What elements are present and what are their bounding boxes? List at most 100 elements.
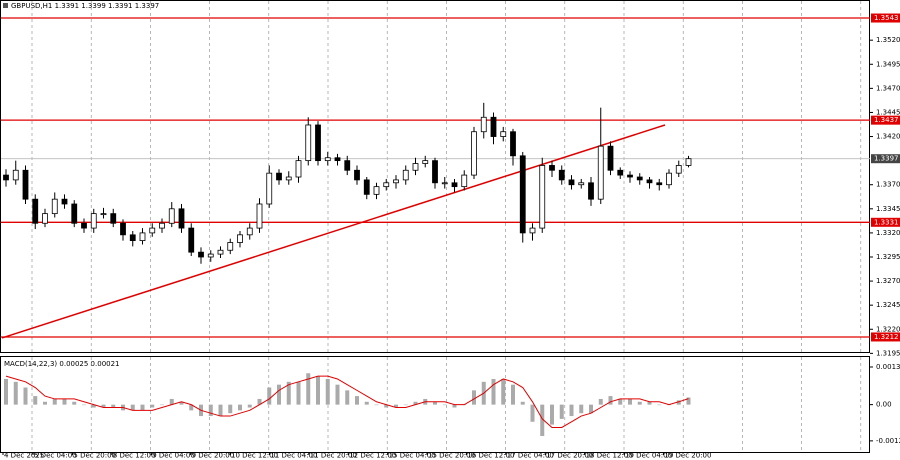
candle-body	[198, 251, 204, 258]
macd-bar	[355, 396, 359, 405]
candle-body	[402, 169, 409, 181]
x-tick-label: 11 Dec 04:00	[270, 452, 317, 460]
y-tick-label: 1.3220	[876, 325, 900, 333]
macd-bar	[91, 404, 96, 408]
x-tick-label: 8 Dec 12:00	[113, 452, 156, 460]
candle-body	[22, 169, 29, 200]
candle-body	[51, 198, 58, 215]
level-label: 1.3331	[874, 218, 899, 226]
level-box	[871, 332, 900, 342]
candle-body	[636, 176, 643, 181]
level-label: 1.3212	[874, 333, 899, 341]
macd-bar	[608, 396, 613, 405]
macd-bar	[267, 387, 272, 405]
candle-body	[305, 124, 312, 162]
candle-body	[139, 232, 146, 242]
current-price-box	[871, 154, 900, 164]
macd-bar	[286, 381, 291, 405]
candle-body	[646, 179, 653, 184]
macd-bar	[511, 384, 515, 405]
macd-bar	[52, 398, 57, 405]
macd-bar	[452, 404, 457, 408]
candle-body	[237, 234, 243, 243]
candle-body	[129, 234, 136, 242]
macd-bar	[247, 404, 252, 408]
y-tick-label: 1.3520	[876, 36, 900, 44]
candle-body	[159, 222, 165, 229]
y-tick-label: 1.3470	[876, 84, 900, 92]
candle-body	[149, 227, 156, 234]
candle-body	[12, 169, 19, 181]
macd-bar	[628, 398, 632, 405]
candle-body	[110, 213, 117, 224]
macd-bar	[316, 376, 320, 405]
macd-bar	[345, 390, 350, 405]
y-tick-label: 1.3245	[876, 301, 900, 309]
macd-bar	[111, 404, 116, 408]
candle-body	[32, 198, 39, 224]
macd-bar	[335, 384, 340, 405]
macd-bar	[130, 404, 135, 411]
candle-body	[266, 172, 273, 205]
candle-body	[354, 169, 360, 181]
candle-body	[71, 203, 78, 224]
macd-bar	[442, 404, 447, 406]
candle-body	[295, 160, 302, 178]
x-tick-label: 11 Dec 20:00	[310, 452, 357, 460]
macd-label: MACD(14,22,3) 0.00025 0.00021	[4, 360, 120, 368]
x-tick-label: 9 Dec 04:00	[152, 452, 195, 460]
macd-bar	[23, 387, 28, 405]
candle-body	[344, 160, 351, 171]
candle-body	[90, 213, 97, 229]
x-tick-label: 10 Dec 12:00	[231, 452, 278, 460]
candle-body	[363, 179, 370, 195]
candle-body	[607, 145, 614, 171]
macd-bar	[62, 398, 67, 405]
x-tick-label: 17 Dec 20:00	[546, 452, 593, 460]
candle-body	[578, 182, 585, 186]
level-label: 1.3437	[874, 116, 899, 124]
x-tick-label: 17 Dec 04:00	[507, 452, 554, 460]
macd-bar	[647, 401, 652, 405]
macd-bar	[598, 398, 603, 405]
macd-bar	[208, 404, 213, 417]
macd-bar	[140, 404, 145, 411]
macd-bar	[413, 401, 418, 405]
level-label: 1.3543	[874, 14, 899, 22]
macd-bar	[228, 404, 233, 414]
x-tick-label: 9 Dec 20:00	[192, 452, 235, 460]
y-tick-label: 1.3320	[876, 229, 900, 237]
macd-bar	[179, 401, 184, 405]
candle-body	[627, 174, 633, 178]
x-tick-label: 19 Dec 20:00	[664, 452, 711, 460]
macd-bar	[364, 401, 369, 405]
macd-bar	[277, 384, 281, 405]
candle-body	[42, 213, 48, 224]
candle-body	[178, 208, 185, 229]
y-tick-label: 1.3370	[876, 181, 900, 189]
candle-body	[334, 157, 341, 162]
candle-body	[373, 186, 380, 195]
macd-bar	[394, 404, 398, 408]
candle-body	[558, 169, 565, 181]
macd-bar	[82, 404, 86, 406]
macd-bar	[589, 404, 593, 414]
candle-body	[656, 182, 663, 186]
current-price-label: 1.3397	[874, 155, 899, 163]
x-tick-label: 5 Dec 20:00	[73, 452, 116, 460]
candle-body	[519, 155, 526, 234]
candle-body	[276, 172, 282, 181]
macd-y-tick-label: 0.00132	[876, 363, 900, 371]
candle-body	[315, 124, 321, 162]
macd-bar	[433, 401, 437, 405]
macd-bar	[550, 404, 554, 425]
candle-body	[246, 227, 253, 236]
candle-body	[100, 213, 107, 216]
candle-body	[666, 172, 672, 186]
macd-bar	[676, 400, 681, 405]
candle-body	[597, 145, 604, 200]
candle-body	[588, 182, 594, 200]
level-box	[871, 115, 900, 125]
